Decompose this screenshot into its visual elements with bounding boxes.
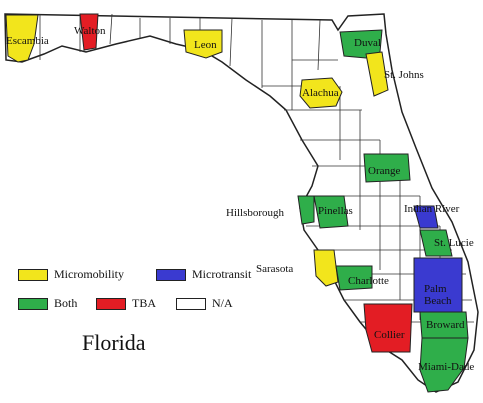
legend-swatch-microtransit [156, 268, 186, 281]
county-collier[interactable] [363, 303, 413, 353]
legend-swatch-both [18, 297, 48, 310]
county-alachua[interactable] [299, 77, 343, 109]
legend-micromobility: Micromobility [18, 267, 124, 282]
label-escambia: Escambia [6, 35, 49, 47]
county-pinellas[interactable] [297, 195, 315, 225]
county-walton[interactable] [79, 13, 99, 51]
county-escambia[interactable] [5, 14, 39, 63]
county-leon[interactable] [183, 29, 223, 59]
legend-label-both: Both [54, 296, 78, 310]
label-st-johns: St. Johns [384, 69, 424, 81]
county-sarasota[interactable] [313, 249, 339, 287]
label-charlotte: Charlotte [348, 275, 389, 287]
county-orange[interactable] [363, 153, 411, 183]
county-hillsborough[interactable] [313, 195, 349, 229]
legend-na: N/A [176, 296, 233, 311]
county-labels: Escambia Walton Leon Duval St. Johns Ala… [6, 25, 474, 373]
label-broward: Broward [426, 319, 465, 331]
label-walton: Walton [74, 25, 106, 37]
legend-label-tba: TBA [132, 296, 156, 310]
county-charlotte[interactable] [335, 265, 373, 291]
legend-label-na: N/A [212, 296, 233, 310]
legend-swatch-tba [96, 297, 126, 310]
legend-microtransit: Microtransit [156, 267, 251, 282]
label-palm-beach-2: Beach [424, 295, 452, 307]
label-st-lucie: St. Lucie [434, 237, 474, 249]
label-hillsborough: Hillsborough [226, 207, 285, 219]
county-st-johns[interactable] [365, 51, 389, 97]
label-orange: Orange [368, 165, 400, 177]
county-borders [39, 13, 474, 340]
county-st-lucie[interactable] [419, 229, 453, 257]
label-leon: Leon [194, 39, 217, 51]
label-alachua: Alachua [302, 87, 339, 99]
legend-swatch-na [176, 297, 206, 310]
label-sarasota: Sarasota [256, 263, 293, 275]
legend-tba: TBA [96, 296, 156, 311]
label-collier: Collier [374, 329, 405, 341]
label-palm-beach-1: Palm [424, 283, 447, 295]
map-title: Florida [82, 330, 146, 355]
legend-both: Both [18, 296, 77, 311]
legend-label-microtransit: Microtransit [192, 267, 252, 281]
county-miami-dade[interactable] [419, 337, 469, 393]
legend-label-micromobility: Micromobility [54, 267, 124, 281]
legend-swatch-micromobility [18, 268, 48, 281]
label-pinellas: Pinellas [318, 205, 353, 217]
label-duval: Duval [354, 37, 381, 49]
label-miami-dade: Miami-Dade [418, 361, 474, 373]
florida-outline [4, 13, 479, 393]
counties [5, 13, 469, 393]
label-indian-river: Indian River [404, 203, 460, 215]
county-indian-river[interactable] [413, 205, 439, 229]
